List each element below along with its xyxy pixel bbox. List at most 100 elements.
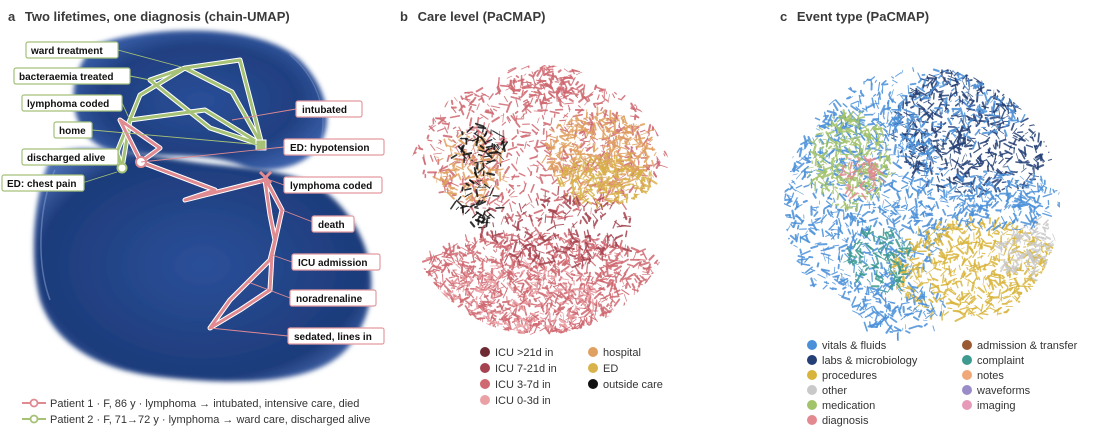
embedding-point xyxy=(559,254,563,259)
embedding-point xyxy=(992,117,996,123)
embedding-point xyxy=(567,228,573,238)
embedding-point xyxy=(454,259,459,263)
embedding-point xyxy=(521,226,530,231)
embedding-point xyxy=(594,312,597,317)
embedding-point xyxy=(660,164,668,168)
embedding-point xyxy=(515,287,522,294)
embedding-point xyxy=(561,319,568,328)
embedding-point xyxy=(957,163,964,166)
embedding-point xyxy=(553,113,556,118)
embedding-point xyxy=(821,228,825,238)
embedding-point xyxy=(456,130,459,133)
embedding-point xyxy=(418,147,424,151)
embedding-point xyxy=(508,278,513,281)
embedding-point xyxy=(911,170,916,179)
embedding-point xyxy=(550,268,555,273)
embedding-point xyxy=(474,205,478,208)
embedding-point xyxy=(622,143,631,145)
embedding-point xyxy=(609,202,614,210)
label-death: death xyxy=(311,215,355,233)
embedding-point xyxy=(591,194,595,198)
embedding-point xyxy=(489,300,496,304)
embedding-point xyxy=(921,134,924,142)
embedding-point xyxy=(548,265,555,272)
embedding-point xyxy=(937,142,943,148)
embedding-point xyxy=(594,86,604,91)
embedding-point xyxy=(580,169,583,172)
embedding-point xyxy=(511,308,516,315)
embedding-point xyxy=(990,94,996,99)
embedding-point xyxy=(510,114,517,122)
embedding-point xyxy=(589,170,593,177)
embedding-point xyxy=(612,93,616,99)
embedding-point xyxy=(593,156,597,165)
embedding-point xyxy=(620,198,628,202)
patient2-start-marker xyxy=(116,162,128,174)
embedding-point xyxy=(957,147,961,155)
embedding-point xyxy=(456,143,463,148)
embedding-point xyxy=(591,243,599,250)
embedding-point xyxy=(457,196,462,201)
embedding-point xyxy=(448,173,458,181)
embedding-point xyxy=(477,270,482,274)
embedding-point xyxy=(556,266,560,269)
embedding-point xyxy=(597,293,604,296)
embedding-point xyxy=(640,253,644,256)
embedding-point xyxy=(507,300,510,305)
embedding-point xyxy=(454,97,458,102)
embedding-point xyxy=(601,122,609,127)
embedding-point xyxy=(890,276,895,280)
embedding-point xyxy=(471,287,477,294)
embedding-point xyxy=(534,86,541,90)
embedding-point xyxy=(577,152,586,156)
embedding-point xyxy=(559,236,562,241)
embedding-point xyxy=(576,194,585,201)
embedding-point xyxy=(557,185,560,196)
embedding-point xyxy=(466,135,470,138)
embedding-point xyxy=(486,152,493,159)
embedding-point xyxy=(539,176,544,184)
embedding-point xyxy=(801,250,811,256)
embedding-point xyxy=(1005,171,1015,176)
embedding-point xyxy=(976,91,979,103)
embedding-point xyxy=(918,204,922,208)
embedding-point xyxy=(481,210,486,219)
embedding-point xyxy=(559,277,570,281)
embedding-point xyxy=(562,211,567,215)
embedding-point xyxy=(936,126,942,129)
embedding-point xyxy=(584,147,590,149)
embedding-point xyxy=(577,108,583,114)
embedding-point xyxy=(572,200,576,206)
embedding-point xyxy=(614,118,620,124)
embedding-point xyxy=(863,286,867,288)
embedding-point xyxy=(949,77,952,84)
embedding-point xyxy=(928,73,938,79)
embedding-point xyxy=(990,164,995,171)
embedding-point xyxy=(901,69,904,74)
embedding-point xyxy=(497,77,500,88)
embedding-point xyxy=(476,274,481,279)
embedding-point xyxy=(551,271,553,275)
embedding-point xyxy=(583,173,590,179)
embedding-point xyxy=(966,138,972,142)
embedding-point xyxy=(469,309,474,312)
embedding-point xyxy=(500,252,504,261)
embedding-point xyxy=(575,177,585,180)
embedding-point xyxy=(516,143,525,147)
embedding-point xyxy=(862,244,866,248)
embedding-point xyxy=(1039,153,1043,162)
embedding-point xyxy=(607,139,617,144)
embedding-point xyxy=(643,143,648,150)
embedding-point xyxy=(508,252,519,259)
embedding-point xyxy=(911,98,916,106)
embedding-point xyxy=(831,287,837,290)
embedding-point xyxy=(927,188,934,193)
embedding-point xyxy=(482,141,491,146)
embedding-point xyxy=(619,201,624,204)
embedding-point xyxy=(849,281,853,285)
embedding-point xyxy=(575,275,583,282)
embedding-point xyxy=(538,262,547,266)
embedding-point xyxy=(548,90,555,94)
embedding-point xyxy=(521,134,531,139)
embedding-point xyxy=(587,296,592,303)
